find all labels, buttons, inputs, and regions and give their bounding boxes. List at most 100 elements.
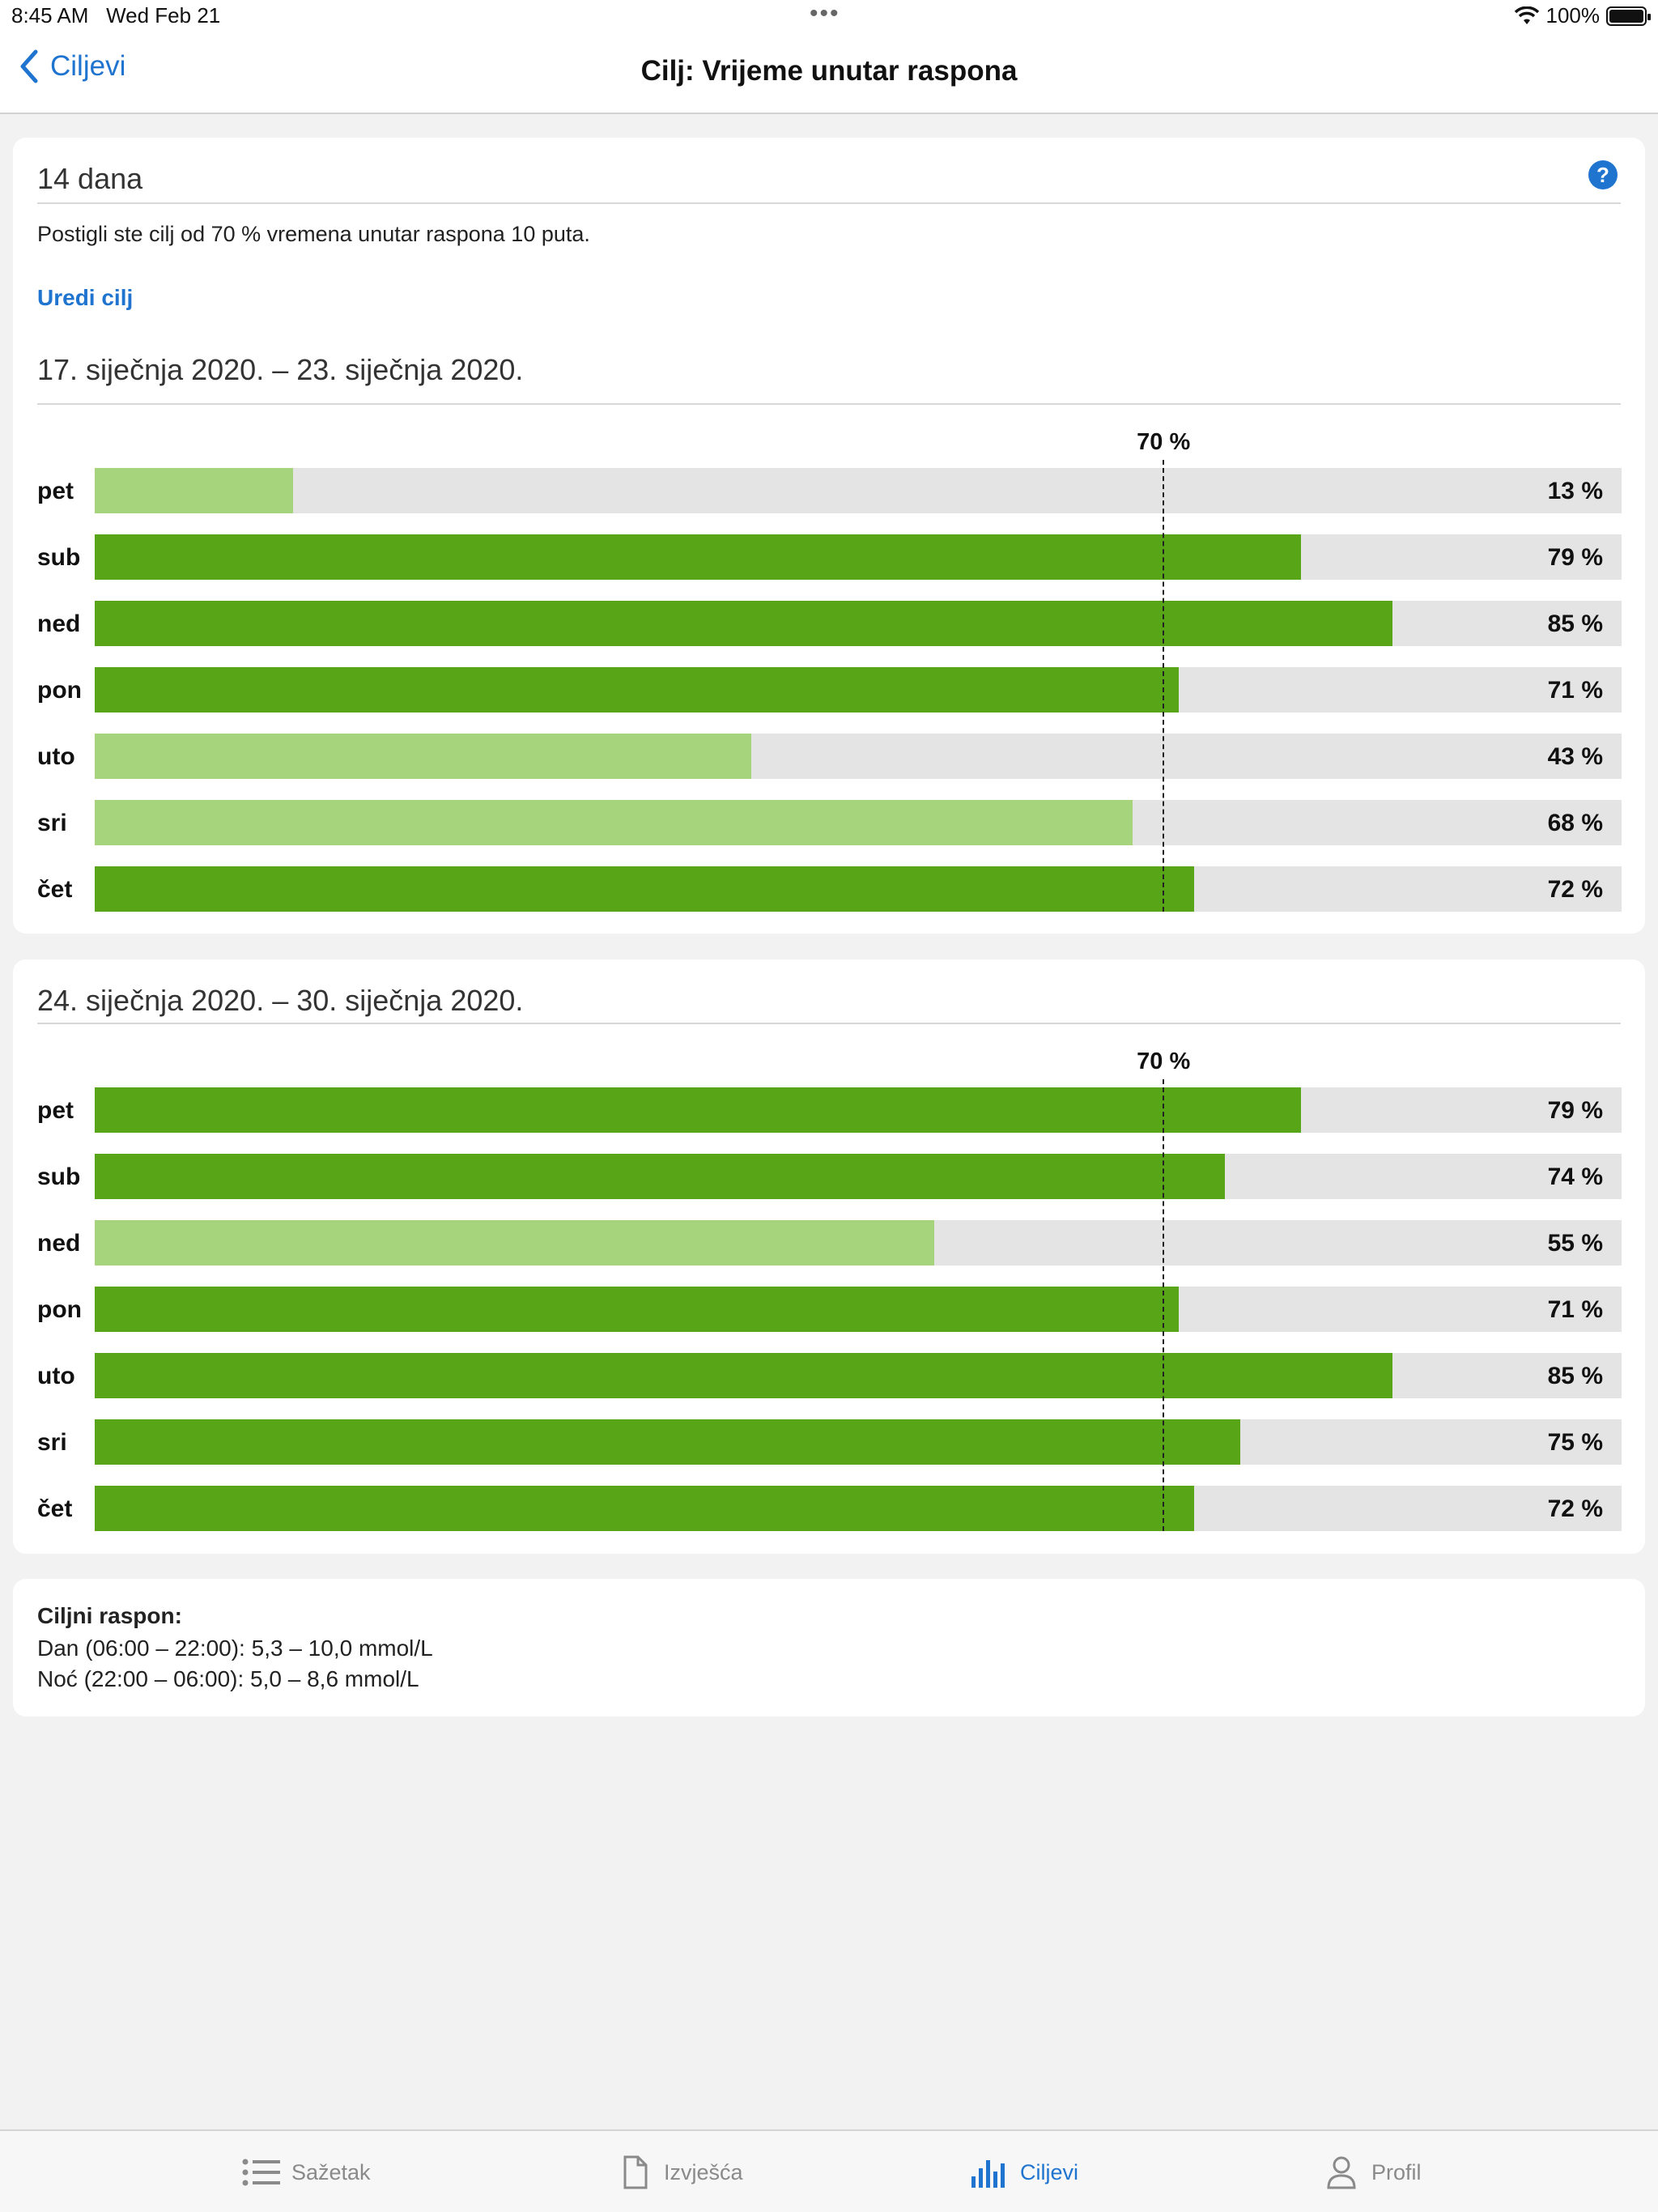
day-label: sub	[37, 1163, 81, 1190]
bar-value-label: 75 %	[1547, 1429, 1603, 1456]
bar-value-label: 55 %	[1547, 1230, 1603, 1257]
tab-profile[interactable]: Profil	[1321, 2155, 1422, 2189]
week-1-chart: pet 13 % sub 79 % ned 85 % pon 71 % uto 43 % sri 68…	[13, 421, 1645, 912]
bar-fill	[95, 734, 751, 779]
target-range-card: Ciljni raspon: Dan (06:00 – 22:00): 5,3 …	[13, 1579, 1645, 1716]
person-icon	[1327, 2156, 1356, 2189]
bar-track	[95, 1287, 1622, 1332]
navigation-bar: Ciljevi Cilj: Vrijeme unutar raspona	[0, 32, 1658, 114]
bar-row: pet 79 %	[13, 1087, 1645, 1133]
bar-value-label: 13 %	[1547, 478, 1603, 504]
bar-fill	[95, 1287, 1180, 1332]
bar-row: pon 71 %	[13, 667, 1645, 713]
threshold-label: 70 %	[1137, 1049, 1191, 1074]
multitasking-dots-icon[interactable]: •••	[810, 0, 840, 27]
tab-goals[interactable]: Ciljevi	[970, 2155, 1078, 2189]
bar-fill	[95, 667, 1180, 713]
bar-track	[95, 1220, 1622, 1266]
bar-fill	[95, 1154, 1225, 1199]
battery-percent: 100%	[1545, 3, 1601, 28]
bar-value-label: 85 %	[1547, 1363, 1603, 1389]
status-date: Wed Feb 21	[106, 3, 221, 28]
week-title: 17. siječnja 2020. – 23. siječnja 2020.	[37, 353, 524, 386]
tab-reports[interactable]: Izvješća	[614, 2155, 743, 2189]
tab-label: Ciljevi	[1020, 2159, 1079, 2184]
bar-fill	[95, 601, 1393, 646]
tab-bar: Sažetak Izvješća Ciljevi Profil	[0, 2129, 1658, 2212]
battery-icon	[1606, 6, 1651, 26]
bar-value-label: 68 %	[1547, 810, 1603, 836]
bar-value-label: 74 %	[1547, 1163, 1603, 1190]
bar-row: uto 43 %	[13, 734, 1645, 779]
bar-fill	[95, 866, 1194, 912]
tab-label: Izvješća	[664, 2159, 743, 2184]
document-icon	[623, 2155, 648, 2189]
status-bar: 8:45 AM Wed Feb 21 ••• 100%	[0, 0, 1658, 32]
tab-label: Sažetak	[291, 2159, 371, 2184]
bar-track	[95, 1087, 1622, 1133]
bar-fill	[95, 1419, 1240, 1465]
bar-value-label: 85 %	[1547, 610, 1603, 637]
bar-track	[95, 866, 1622, 912]
threshold-line	[1163, 460, 1165, 912]
bar-track	[95, 1154, 1622, 1199]
bar-fill	[95, 1087, 1301, 1133]
threshold-label: 70 %	[1137, 429, 1191, 455]
bar-row: pet 13 %	[13, 468, 1645, 513]
list-icon	[242, 2159, 280, 2186]
period-title: 14 dana	[37, 162, 143, 195]
tab-summary[interactable]: Sažetak	[241, 2155, 371, 2189]
day-label: ned	[37, 610, 81, 637]
day-label: čet	[37, 876, 73, 903]
bar-value-label: 79 %	[1547, 1097, 1603, 1124]
day-label: sub	[37, 544, 81, 571]
bar-track	[95, 1419, 1622, 1465]
bar-row: ned 85 %	[13, 601, 1645, 646]
threshold-line	[1163, 1079, 1165, 1531]
day-label: pet	[37, 1097, 74, 1124]
bar-row: čet 72 %	[13, 1486, 1645, 1531]
bar-value-label: 72 %	[1547, 876, 1603, 903]
day-label: uto	[37, 743, 75, 770]
bar-track	[95, 601, 1622, 646]
goal-summary: Postigli ste cilj od 70 % vremena unutar…	[37, 222, 590, 246]
bar-value-label: 71 %	[1547, 1296, 1603, 1323]
help-icon[interactable]: ?	[1588, 160, 1618, 189]
divider	[37, 202, 1621, 204]
bar-track	[95, 468, 1622, 513]
divider	[37, 403, 1621, 405]
bar-track	[95, 734, 1622, 779]
bar-chart-icon	[971, 2160, 1005, 2188]
back-button[interactable]: Ciljevi	[18, 49, 125, 84]
bar-row: čet 72 %	[13, 866, 1645, 912]
bar-fill	[95, 468, 294, 513]
day-label: ned	[37, 1230, 81, 1257]
day-label: čet	[37, 1495, 73, 1522]
bar-track	[95, 1486, 1622, 1531]
bar-value-label: 79 %	[1547, 544, 1603, 571]
bar-fill	[95, 1220, 935, 1266]
bar-track	[95, 534, 1622, 580]
target-range-day: Dan (06:00 – 22:00): 5,3 – 10,0 mmol/L	[37, 1636, 433, 1661]
day-label: sri	[37, 1429, 67, 1456]
bar-value-label: 43 %	[1547, 743, 1603, 770]
bar-value-label: 72 %	[1547, 1495, 1603, 1522]
bar-row: pon 71 %	[13, 1287, 1645, 1332]
bar-fill	[95, 534, 1301, 580]
day-label: pon	[37, 1296, 82, 1323]
bar-row: ned 55 %	[13, 1220, 1645, 1266]
status-time: 8:45 AM Wed Feb 21	[11, 3, 221, 28]
day-label: pon	[37, 677, 82, 704]
day-label: pet	[37, 478, 74, 504]
bar-row: uto 85 %	[13, 1353, 1645, 1398]
bar-value-label: 71 %	[1547, 677, 1603, 704]
bar-row: sri 68 %	[13, 800, 1645, 845]
divider	[37, 1023, 1621, 1024]
chevron-left-icon	[20, 49, 38, 83]
edit-goal-link[interactable]: Uredi cilj	[37, 285, 134, 310]
target-range-title: Ciljni raspon:	[37, 1603, 182, 1628]
day-label: sri	[37, 810, 67, 836]
bar-row: sri 75 %	[13, 1419, 1645, 1465]
bar-track	[95, 800, 1622, 845]
target-range-night: Noć (22:00 – 06:00): 5,0 – 8,6 mmol/L	[37, 1666, 419, 1691]
